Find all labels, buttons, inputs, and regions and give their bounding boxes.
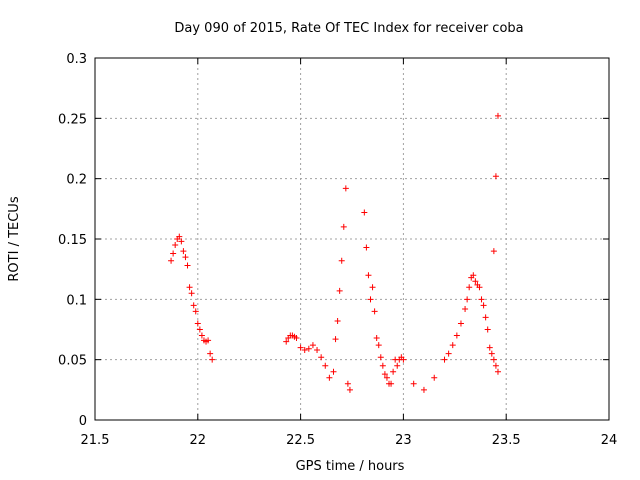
data-point [322,362,329,369]
data-point [336,287,343,294]
data-point [457,320,464,327]
data-point [309,342,316,349]
data-point [293,334,300,341]
data-point [488,350,495,357]
y-tick-label: 0.1 [66,293,87,308]
data-point [478,296,485,303]
chart-title: Day 090 of 2015, Rate Of TEC Index for r… [174,21,523,36]
data-point [466,284,473,291]
data-point [194,320,201,327]
data-point [375,342,382,349]
x-axis-label: GPS time / hours [296,459,405,474]
data-point [490,248,497,255]
data-point [344,380,351,387]
data-point [178,238,185,245]
data-point [377,354,384,361]
data-point [484,326,491,333]
data-point [176,233,183,240]
data-point [342,185,349,192]
data-point [168,257,175,264]
data-point [192,308,199,315]
data-point [318,354,325,361]
data-point [379,362,386,369]
grid [95,58,609,420]
data-point [365,272,372,279]
x-tick-label: 23 [395,433,412,448]
x-tick-label: 21.5 [81,433,110,448]
data-point [373,334,380,341]
data-point [390,368,397,375]
x-tick-label: 22.5 [286,433,315,448]
data-point [420,386,427,393]
data-point [492,173,499,180]
data-point [453,332,460,339]
data-point [480,302,487,309]
x-tick-label: 24 [601,433,618,448]
data-point [490,356,497,363]
axis-ticks: 21.5 22 22.5 23 23.5 24 0 0.05 0.1 0.15 0.2 0.25 0.3 [58,52,617,448]
data-point [383,374,390,381]
data-point [371,308,378,315]
data-point [394,362,401,369]
data-point [400,356,407,363]
y-tick-label: 0 [79,414,87,429]
data-point [190,302,197,309]
data-point [170,250,177,257]
data-point [184,262,191,269]
data-point [205,337,212,344]
data-point [369,284,376,291]
y-tick-label: 0.15 [58,233,87,248]
y-tick-label: 0.3 [66,52,87,67]
data-point [445,350,452,357]
data-point [441,356,448,363]
data-point [482,314,489,321]
data-point [283,338,290,345]
data-point [492,362,499,369]
data-point [361,209,368,216]
data-point [182,254,189,261]
data-point [334,318,341,325]
data-point [332,336,339,343]
data-point [196,326,203,333]
data-point [470,272,477,279]
data-point [486,344,493,351]
y-axis-label: ROTI / TECUs [7,196,22,281]
data-point [172,242,179,249]
data-point [449,342,456,349]
data-points [168,112,501,393]
data-point [464,296,471,303]
data-point [338,257,345,264]
data-point [367,296,374,303]
data-point [207,350,214,357]
data-point [388,380,395,387]
data-point [330,368,337,375]
data-point [431,374,438,381]
data-point [472,278,479,285]
data-point [305,345,312,352]
data-point [476,284,483,291]
data-point [410,380,417,387]
data-point [381,371,388,378]
data-point [314,347,321,354]
data-point [180,248,187,255]
data-point [494,112,501,119]
data-point [186,284,193,291]
data-point [297,344,304,351]
data-point [301,347,308,354]
x-tick-label: 22 [190,433,207,448]
y-tick-label: 0.05 [58,354,87,369]
data-point [462,305,469,312]
data-point [198,332,205,339]
data-point [494,368,501,375]
y-tick-label: 0.25 [58,112,87,127]
data-point [188,290,195,297]
data-point [340,223,347,230]
data-point [363,244,370,251]
data-point [326,374,333,381]
x-tick-label: 23.5 [492,433,521,448]
y-tick-label: 0.2 [66,173,87,188]
data-point [346,386,353,393]
data-point [209,356,216,363]
